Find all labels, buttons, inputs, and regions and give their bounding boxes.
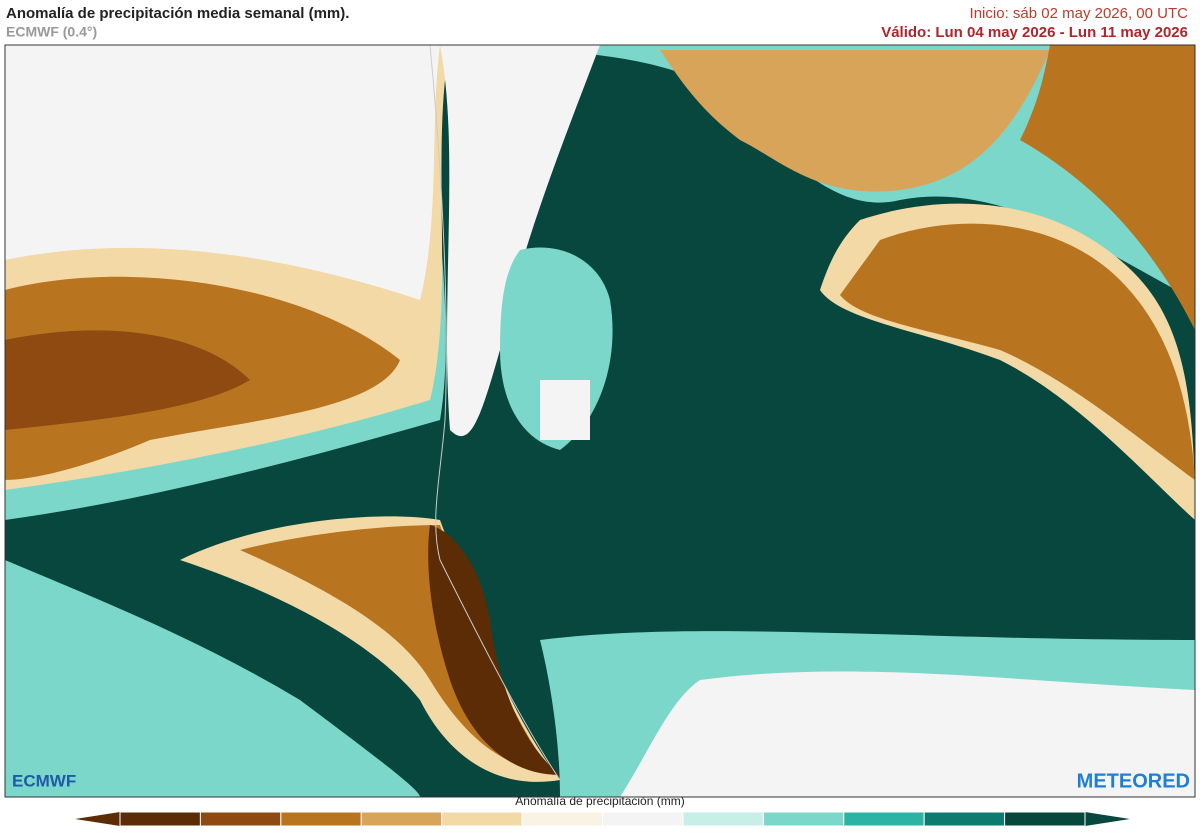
colorbar-arrow-right xyxy=(1085,812,1130,826)
colorbar-swatch xyxy=(441,811,523,827)
dry-brazil xyxy=(660,50,1050,192)
colorbar-swatch xyxy=(923,811,1006,827)
dry-core xyxy=(5,330,250,430)
colorbar-swatch xyxy=(521,811,603,827)
colorbar-swatch xyxy=(280,811,362,827)
dry-atlantic xyxy=(840,223,1195,480)
colorbar-swatch xyxy=(843,811,925,827)
model: ECMWF (0.4°) xyxy=(6,24,97,40)
colorbar-label: Anomalía de precipitación (mm) xyxy=(515,794,684,808)
teal-south-pacific xyxy=(5,560,420,797)
colorbar-swatch xyxy=(119,811,201,827)
colorbar-swatch xyxy=(199,811,282,827)
colorbar-swatch xyxy=(1004,811,1086,827)
colorbar xyxy=(75,811,1130,827)
neutral-south-atlantic xyxy=(620,671,1195,797)
init-date: Inicio: sáb 02 may 2026, 00 UTC xyxy=(970,5,1189,22)
colorbar-arrow-left xyxy=(75,812,120,826)
colorbar-swatch xyxy=(602,811,684,827)
map-frame xyxy=(4,44,1196,798)
colorbar-swatch xyxy=(762,811,845,827)
ecmwf-logo: ECMWF xyxy=(12,771,76,790)
map xyxy=(4,44,1196,798)
dry-chile-south xyxy=(428,525,560,775)
title: Anomalía de precipitación media semanal … xyxy=(6,5,349,22)
dry-atlantic-north xyxy=(1020,45,1195,330)
colorbar-swatch xyxy=(360,811,443,827)
valid-date: Válido: Lun 04 may 2026 - Lun 11 may 202… xyxy=(881,24,1188,41)
andes-land xyxy=(440,45,600,437)
dry-spot xyxy=(540,380,590,440)
neutral-zone xyxy=(5,45,440,300)
colorbar-swatch xyxy=(682,811,764,827)
coastline xyxy=(429,45,561,781)
meteored-logo: METEORED xyxy=(1077,770,1190,792)
